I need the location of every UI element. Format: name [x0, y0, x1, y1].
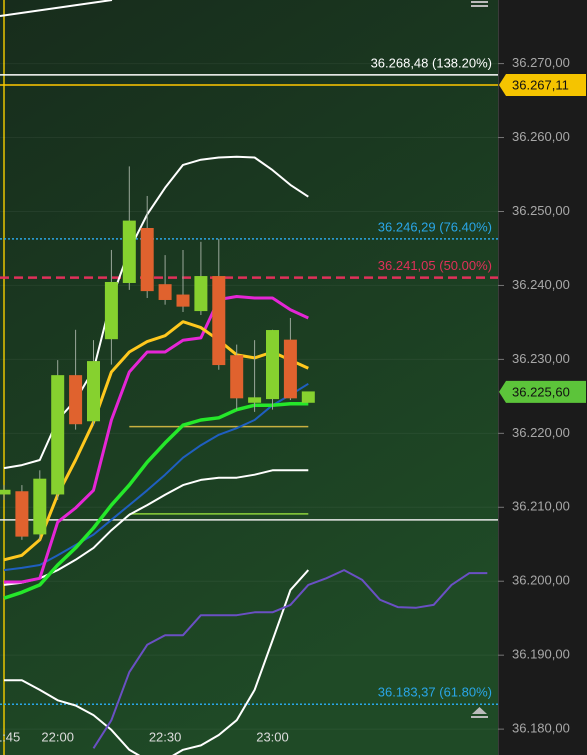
candle-body [51, 375, 65, 495]
y-tick-label: 36.230,00 [512, 351, 570, 366]
y-tick-label: 36.270,00 [512, 55, 570, 70]
y-axis: 36.180,00 36.190,00 36.200,00 36.210,00 36.2… [498, 55, 586, 736]
candle-body [266, 330, 279, 400]
scroll-icon-bottom [471, 707, 488, 718]
candle-body [158, 284, 172, 300]
plot: 36.268,48 (138.20%) 36.246,29 (76.40%) 36.… [0, 55, 498, 755]
y-tick-label: 36.190,00 [512, 647, 570, 662]
drawing-line [0, 0, 113, 17]
candle-body [194, 276, 208, 312]
price-marker-label: 36.267,11 [512, 77, 569, 92]
x-tick-label: 22:00 [41, 729, 74, 744]
indicator-line [3, 382, 309, 572]
candle-body [33, 478, 47, 535]
y-tick-label: 36.250,00 [512, 203, 570, 218]
candle-body [15, 491, 29, 537]
candle-body [87, 361, 100, 422]
candle-body [122, 220, 136, 283]
axis-panel [498, 0, 587, 755]
level-label: 36.183,37 (61.80%) [378, 685, 492, 700]
plot-background [0, 0, 498, 755]
indicator-line [3, 469, 309, 586]
price-marker [499, 73, 586, 96]
indicator-line [3, 320, 309, 562]
candle-body [104, 281, 118, 340]
scroll-icon-top [471, 1, 488, 7]
price-marker [499, 380, 586, 403]
candle-body [248, 397, 262, 403]
indicator-line [4, 295, 309, 584]
y-tick-label: 36.240,00 [512, 277, 570, 292]
candle-body [140, 227, 154, 292]
candle-body [230, 355, 244, 399]
candle-body [176, 294, 190, 307]
candle-body [0, 489, 11, 495]
level-label: 36.246,29 (76.40%) [378, 219, 492, 234]
price-marker-label: 36.225,60 [512, 384, 570, 399]
indicator-line [3, 402, 309, 600]
y-tick-label: 36.220,00 [512, 425, 570, 440]
candle-body [212, 276, 226, 366]
y-tick-label: 36.200,00 [512, 573, 570, 588]
y-tick-label: 36.180,00 [512, 721, 570, 736]
x-tick-label: 23:00 [256, 729, 289, 744]
candle-body [69, 375, 83, 425]
y-tick-label: 36.210,00 [512, 499, 570, 514]
indicator-line [92, 569, 488, 749]
level-label: 36.268,48 (138.20%) [371, 55, 492, 70]
candle-body [301, 391, 315, 403]
x-tick-label: 21:45 [0, 729, 20, 744]
indicator-line [4, 569, 310, 755]
y-tick-label: 36.260,00 [512, 129, 570, 144]
x-tick-label: 22:30 [149, 729, 182, 744]
level-label: 36.241,05 (50.00%) [378, 258, 492, 273]
candle-body [283, 339, 297, 399]
